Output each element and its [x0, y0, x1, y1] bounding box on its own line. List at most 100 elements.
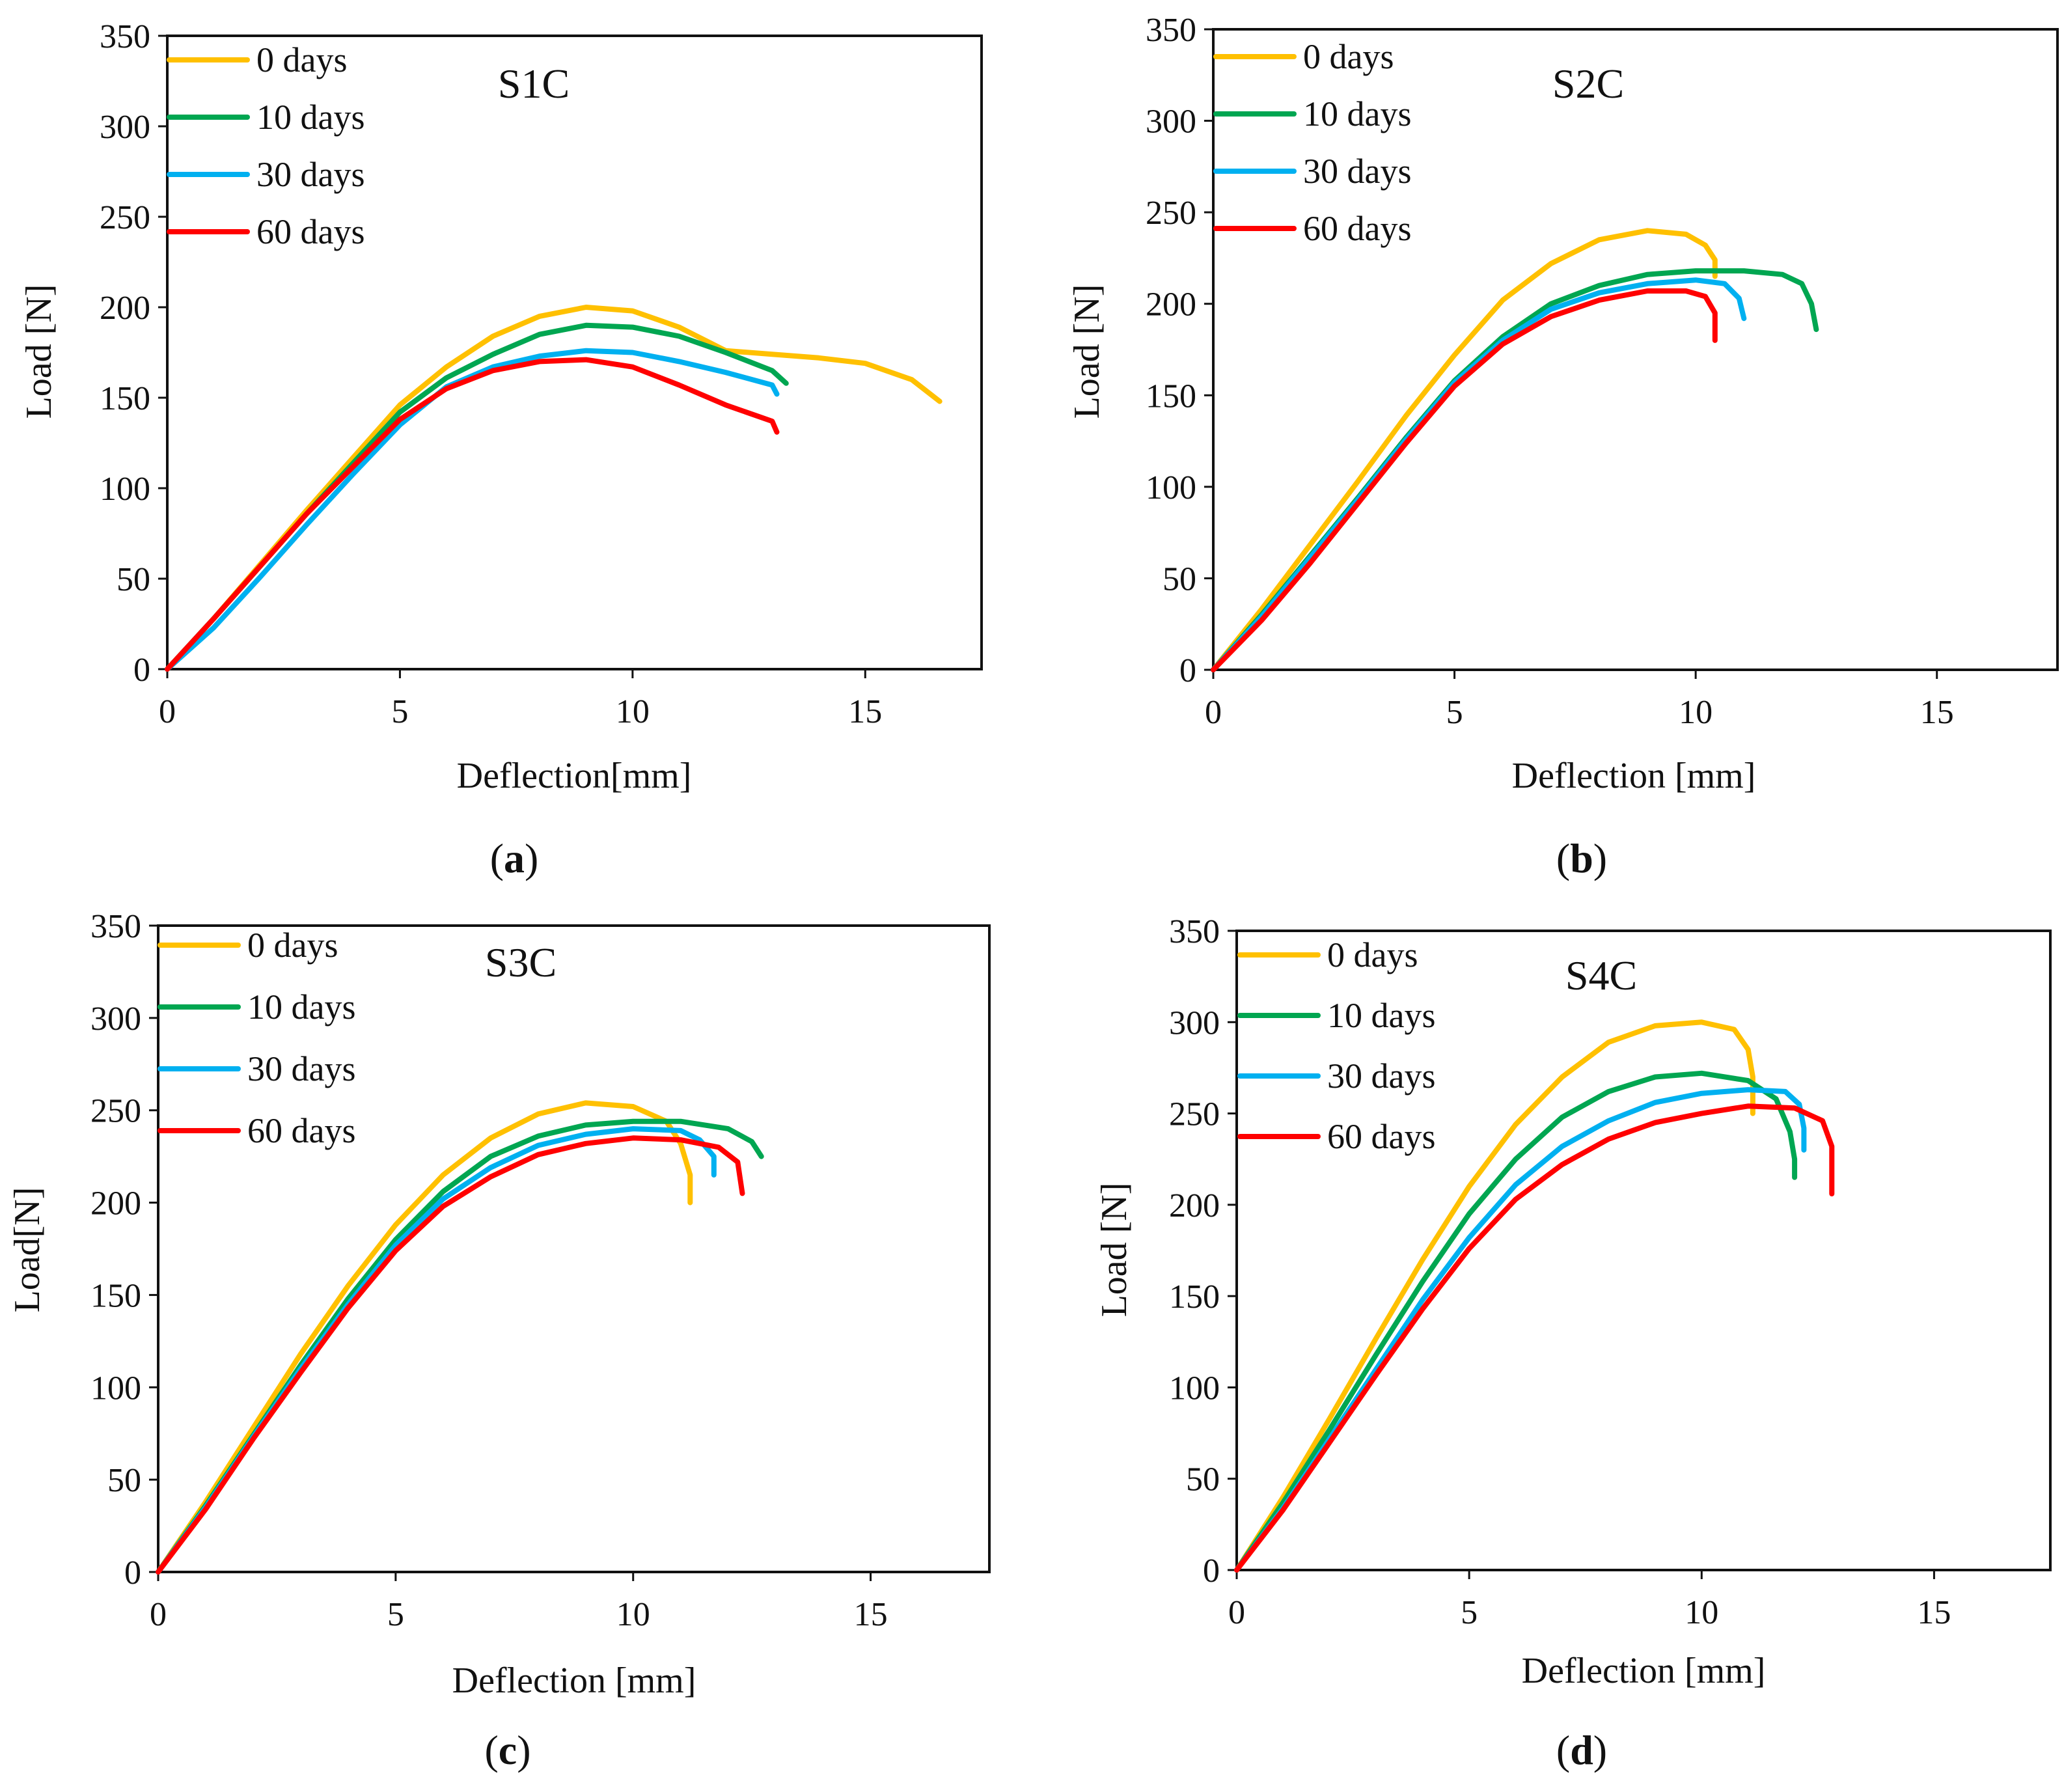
- legend-label: 30 days: [247, 1049, 355, 1088]
- y-tick-label: 300: [90, 1000, 141, 1038]
- series-line-10-days: [1234, 1070, 1798, 1573]
- y-tick-label: 200: [100, 290, 150, 327]
- y-axis-title: Load[N]: [7, 1187, 48, 1313]
- x-axis-title: Deflection [mm]: [1512, 756, 1756, 796]
- series-line-0-days: [1211, 228, 1718, 672]
- legend-label: 60 days: [1303, 209, 1411, 248]
- y-axis-title: Load [N]: [1094, 1183, 1135, 1317]
- chart-panel-s3c: 0 50 100 150 200 250 300 350 0 5 10 15 Deflection [m…: [7, 908, 991, 1773]
- y-axis-title: Load [N]: [19, 284, 59, 419]
- x-tick-label: 5: [391, 693, 408, 730]
- legend-label: 10 days: [247, 987, 355, 1027]
- x-tick-label: 5: [1461, 1594, 1478, 1631]
- x-tick-label: 15: [854, 1596, 888, 1633]
- series-line-30-days: [165, 348, 780, 672]
- y-tick-label: 300: [1169, 1004, 1220, 1041]
- x-tick-label: 15: [1917, 1594, 1951, 1631]
- series-line-30-days: [1234, 1087, 1807, 1573]
- y-tick-label: 50: [117, 561, 150, 598]
- y-tick-label: 200: [1169, 1187, 1220, 1224]
- legend-label: 60 days: [256, 212, 365, 251]
- legend-label: 10 days: [1303, 94, 1411, 133]
- y-tick-label: 250: [90, 1093, 141, 1130]
- x-tick-label: 15: [1920, 694, 1954, 731]
- series-line-0-days: [156, 1100, 693, 1575]
- panel-title: S2C: [1552, 61, 1624, 107]
- x-tick-label: 0: [150, 1596, 167, 1633]
- series-line-30-days: [1211, 277, 1747, 672]
- legend-label: 0 days: [256, 40, 347, 79]
- y-tick-label: 50: [1163, 560, 1196, 598]
- y-tick-label: 150: [1146, 378, 1196, 415]
- chart-panel-s1c: 0 50 100 150 200 250 300 350 0 5 10 15 Deflection[mm…: [19, 18, 983, 881]
- legend-label: 0 days: [247, 926, 338, 965]
- y-tick-label: 250: [100, 199, 150, 236]
- series-line-60-days: [1211, 288, 1718, 672]
- x-tick-label: 0: [1228, 1594, 1245, 1631]
- panel-caption: (b): [1556, 835, 1607, 881]
- legend-label: 60 days: [1327, 1117, 1435, 1156]
- y-tick-label: 100: [1169, 1370, 1220, 1407]
- y-tick-label: 150: [1169, 1278, 1220, 1316]
- legend-label: 10 days: [1327, 996, 1435, 1035]
- legend-label: 60 days: [247, 1111, 355, 1150]
- x-tick-label: 5: [1446, 694, 1463, 731]
- y-tick-label: 0: [133, 652, 150, 689]
- y-tick-label: 350: [100, 18, 150, 55]
- x-tick-label: 0: [1205, 694, 1222, 731]
- legend-label: 30 days: [1303, 152, 1411, 191]
- panel-title: S1C: [498, 61, 570, 107]
- x-tick-label: 0: [159, 693, 176, 730]
- x-axis-title: Deflection [mm]: [1522, 1651, 1766, 1691]
- plot-area-frame: [157, 924, 991, 1573]
- panel-caption: (d): [1556, 1727, 1607, 1773]
- y-tick-label: 300: [100, 109, 150, 146]
- series-line-60-days: [156, 1135, 745, 1575]
- y-tick-label: 150: [100, 380, 150, 417]
- y-tick-label: 0: [1203, 1552, 1220, 1590]
- chart-panel-s4c: 0 50 100 150 200 250 300 350 0 5 10 15 Deflection [m…: [1094, 913, 2052, 1773]
- y-tick-label: 100: [90, 1370, 141, 1407]
- y-tick-label: 100: [1146, 469, 1196, 506]
- panel-caption: (a): [490, 835, 539, 881]
- x-tick-label: 15: [848, 693, 882, 730]
- x-tick-label: 10: [616, 1596, 650, 1633]
- legend-label: 0 days: [1303, 37, 1394, 76]
- legend-label: 30 days: [1327, 1056, 1435, 1096]
- y-tick-label: 200: [90, 1185, 141, 1222]
- y-tick-label: 350: [90, 908, 141, 945]
- plot-area-frame: [1212, 28, 2059, 671]
- plot-area-frame: [166, 34, 983, 670]
- y-tick-label: 300: [1146, 103, 1196, 141]
- x-tick-label: 10: [616, 693, 650, 730]
- y-tick-label: 0: [124, 1554, 141, 1592]
- x-axis-title: Deflection[mm]: [457, 756, 692, 796]
- x-tick-label: 5: [387, 1596, 404, 1633]
- y-tick-label: 100: [100, 471, 150, 508]
- y-tick-label: 150: [90, 1277, 141, 1314]
- y-tick-label: 50: [1186, 1461, 1220, 1498]
- y-tick-label: 350: [1169, 913, 1220, 950]
- y-tick-label: 200: [1146, 286, 1196, 324]
- legend-label: 10 days: [256, 98, 365, 137]
- y-axis-title: Load [N]: [1067, 284, 1107, 419]
- x-axis-title: Deflection [mm]: [452, 1661, 696, 1701]
- y-tick-label: 350: [1146, 12, 1196, 49]
- series-line-60-days: [1234, 1103, 1835, 1573]
- x-tick-label: 10: [1685, 1594, 1718, 1631]
- legend-label: 30 days: [256, 155, 365, 194]
- legend-label: 0 days: [1327, 935, 1418, 974]
- y-tick-label: 250: [1146, 195, 1196, 232]
- series-line-0-days: [1234, 1019, 1755, 1573]
- panel-title: S4C: [1565, 952, 1637, 999]
- y-tick-label: 0: [1179, 652, 1196, 689]
- panel-title: S3C: [485, 939, 557, 986]
- y-tick-label: 250: [1169, 1096, 1220, 1133]
- y-tick-label: 50: [107, 1462, 141, 1499]
- series-line-60-days: [165, 357, 780, 672]
- chart-panel-s2c: 0 50 100 150 200 250 300 350 0 5 10 15 Deflection [m…: [1067, 12, 2059, 881]
- plot-area-frame: [1235, 930, 2052, 1571]
- x-tick-label: 10: [1679, 694, 1713, 731]
- panel-caption: (c): [484, 1727, 530, 1773]
